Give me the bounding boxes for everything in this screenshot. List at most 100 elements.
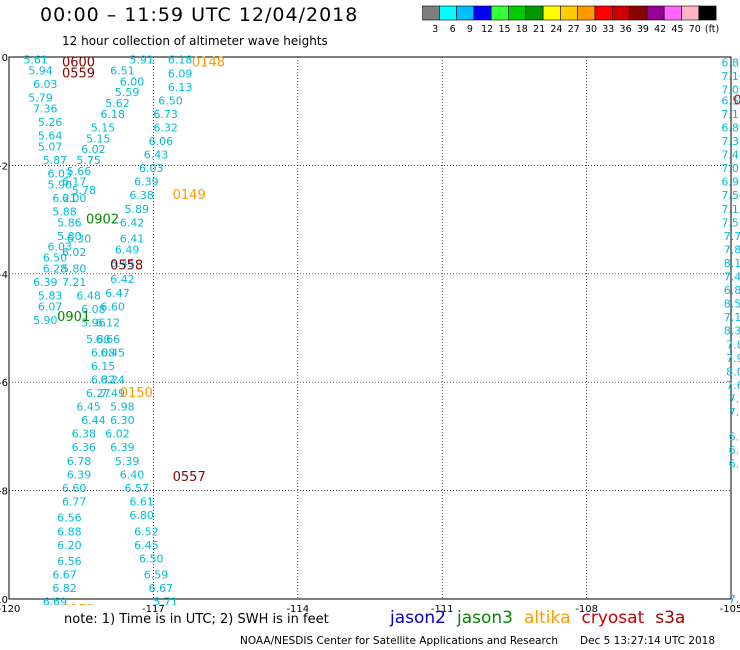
wave-height-label: 6.67 [149,582,174,595]
wave-height-label: 6.24 [100,373,125,386]
color-scale-legend: 3 6 9 12 15 18 21 24 27 30 33 36 39 42 45 70 (ft) [422,5,719,35]
wave-height-label: 5.91 [129,54,154,67]
wave-height-label: 5.88 [52,205,77,218]
wave-height-label: 5.59 [115,86,140,99]
wave-height-label: 6.50 [43,252,67,265]
wave-height-label: 7. [729,406,740,419]
wave-height-label: 6.00 [62,192,87,205]
satellite-legend: jason2 jason3 altika cryosat s3a [390,608,696,628]
color-scale-label: 12 [481,24,493,35]
wave-height-label: 5.15 [91,121,116,134]
wave-height-label: 6.41 [120,233,145,246]
wave-height-label: 6.43 [144,149,169,162]
wave-height-label: 7.42 [721,149,740,162]
wave-height-label: 6.27 [86,387,111,400]
wave-height-label: 6.07 [38,300,63,313]
wave-height-label: 6.17 [62,176,87,189]
wave-height-label: 6.21 [52,192,77,205]
wave-height-label: 5.86 [57,216,81,229]
color-scale-label: (ft) [705,24,719,35]
color-scale-label: 3 [432,24,438,35]
wave-height-label: 6.88 [57,525,81,538]
wave-height-label: 5.96 [81,317,106,330]
wave-height-label: 6.08 [91,346,116,359]
color-scale-label: 30 [585,24,597,35]
wave-height-label: 6.28 [43,262,67,275]
wave-height-label: 5.80 [86,333,111,346]
wave-height-label: 5.80 [57,230,81,243]
wave-height-label: 7.79 [724,230,740,243]
wave-height-label: 6.39 [67,468,92,481]
wave-height-label: 6.30 [67,233,92,246]
wave-height-label: 6.02 [105,428,129,441]
wave-height-label: 6.09 [168,67,193,80]
wave-height-label: 6.18 [100,108,125,121]
wave-height-label: 5.89 [125,203,149,216]
wave-height-label: 7.36 [721,135,740,148]
y-tick-label: -4 [0,270,8,281]
y-tick-label: -8 [0,487,8,498]
wave-height-label: 6.89 [721,121,740,134]
wave-height-label: 6.48 [76,289,101,302]
wave-height-label: 6. [729,458,740,471]
wave-height-label: 6.51 [110,65,135,78]
color-scale-label: 33 [602,24,614,35]
x-tick-label: -108 [575,604,598,612]
satellite-legend-item: jason3 [457,608,513,628]
wave-height-label: 6.49 [115,243,140,256]
wave-height-label: 6.45 [100,346,125,359]
wave-height-label: 6.60 [62,482,87,495]
wave-height-label: 6.02 [62,246,87,259]
wave-height-label: 7.18 [724,311,740,324]
wave-height-label: 5.61 [23,54,48,67]
y-tick-label: -2 [0,161,8,172]
color-scale-label: 70 [689,24,701,35]
wave-height-label: 6.36 [72,441,97,454]
wave-height-label: 6.80 [129,509,154,522]
color-scale-label: 15 [498,24,510,35]
wave-height-label: 5.83 [38,289,63,302]
wave-height-label: 5.15 [86,132,111,145]
wave-height-label: 5.90 [33,314,58,327]
wave-height-label: 6.02 [81,143,106,156]
wave-height-label: 6.03 [48,168,73,181]
wave-height-label: 6.39 [134,176,159,189]
x-tick-label: -117 [142,604,165,612]
wave-height-label: 6.12 [96,317,121,330]
wave-height-label: 7.36 [33,102,58,115]
color-scale-label: 24 [550,24,562,35]
wave-height-label: 6.42 [120,216,145,229]
x-tick-label: -120 [0,604,20,612]
wave-height-label: 6.39 [110,441,135,454]
wave-height-label: 6.20 [57,539,81,552]
x-tick-label: -114 [286,604,309,612]
y-tick-label: -6 [0,378,8,389]
x-tick-label: -105 [720,604,740,612]
wave-height-label: 5.62 [105,97,129,110]
wave-height-label: 6.13 [168,81,193,94]
wave-height-label: 6.40 [120,468,145,481]
wave-height-label: 7.56 [721,189,740,202]
color-scale-label: 36 [620,24,632,35]
wave-height-label: 5.87 [43,154,67,167]
y-tick-label: -10 [0,595,8,606]
wave-height-label: 8.34 [724,325,740,338]
wave-height-label: 6.32 [91,373,116,386]
wave-height-label: 7.1 [729,604,740,612]
wave-height-label: 5.66 [67,165,92,178]
wave-height-label: 5.75 [76,154,101,167]
wave-height-label: 7.15 [721,203,740,216]
wave-height-label: 5.64 [38,130,63,143]
wave-height-label: 6.38 [129,189,154,202]
wave-height-label: 6.67 [52,569,77,582]
wave-height-label: 6.08 [81,303,106,316]
satellite-legend-item: s3a [655,608,686,628]
page-subtitle: 12 hour collection of altimeter wave hei… [62,34,328,48]
wave-height-label: 5.78 [72,184,97,197]
wave-height-label: 6.82 [52,582,77,595]
wave-height-label: 6.03 [33,78,58,91]
wave-height-label: 6.50 [139,552,164,565]
x-tick-label: -111 [431,604,454,612]
pass-time-label: 0557 [173,470,206,485]
wave-height-label: 6.56 [57,512,81,525]
